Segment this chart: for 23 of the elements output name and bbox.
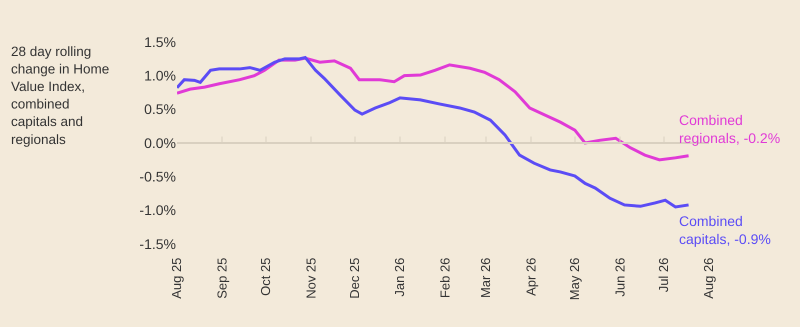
x-tick-label: Aug 26 xyxy=(701,258,716,299)
x-tick-label: Aug 25 xyxy=(169,258,184,299)
x-tick-label: Jan 26 xyxy=(392,258,408,297)
y-tick-label: 1.5% xyxy=(144,34,176,50)
y-tick-label: 1.0% xyxy=(144,68,176,84)
y-tick-label: -1.0% xyxy=(139,202,176,218)
y-tick-label: 0.5% xyxy=(144,101,176,118)
series-label: Combined capitals, -0.9% xyxy=(679,213,771,248)
x-tick-label: Jun 26 xyxy=(612,258,628,297)
y-axis-title: 28 day rolling change in Home Value Index, combined capitals and regionals xyxy=(11,44,110,147)
x-tick-label: Dec 25 xyxy=(347,258,362,299)
x-tick-label: Sep 25 xyxy=(214,258,230,299)
x-tick-label: Mar 26 xyxy=(478,258,494,298)
x-tick-label: Jul 26 xyxy=(656,258,672,292)
y-tick-label: -0.5% xyxy=(139,168,176,185)
x-tick-label: Feb 26 xyxy=(437,258,452,298)
x-tick-label: Nov 25 xyxy=(303,258,318,299)
x-tick-label: Oct 25 xyxy=(258,258,274,296)
x-tick-label: May 26 xyxy=(567,258,582,300)
x-tick-label: Apr 26 xyxy=(523,258,538,296)
y-tick-label: -1.5% xyxy=(139,236,176,252)
y-tick-label: 0.0% xyxy=(144,134,176,151)
series-label: Combined regionals, -0.2% xyxy=(679,112,780,146)
